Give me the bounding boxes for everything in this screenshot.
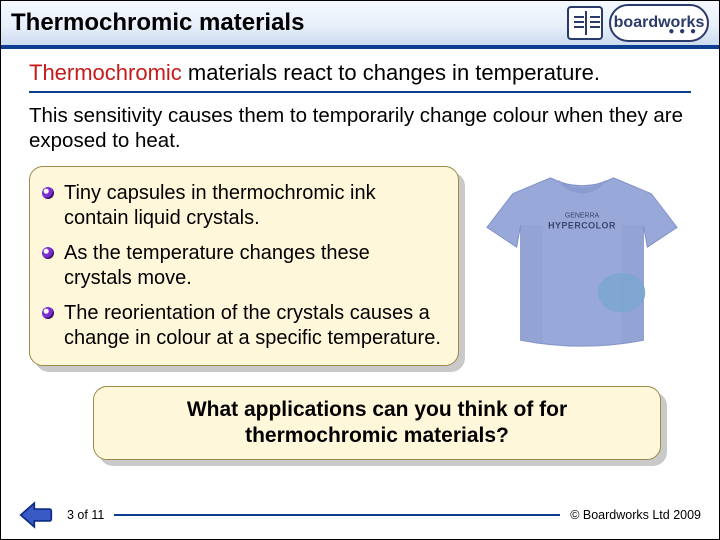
header-logos: boardworks ● ● ● (567, 4, 709, 42)
slide-content: Thermochromic materials react to changes… (1, 49, 719, 460)
tshirt-image: GENERRA HYPERCOLOR (473, 166, 691, 364)
tshirt-heat-patch (598, 273, 646, 313)
list-item: As the temperature changes these crystal… (42, 241, 442, 291)
footer-rule (114, 514, 560, 516)
lead-keyword: Thermochromic (29, 60, 182, 85)
back-arrow-button[interactable] (19, 501, 53, 529)
intro-paragraph: This sensitivity causes them to temporar… (29, 103, 691, 154)
question-panel: What applications can you think of for t… (93, 386, 661, 461)
list-item: The reorientation of the crystals causes… (42, 301, 442, 351)
bullet-text: The reorientation of the crystals causes… (64, 301, 442, 351)
copyright: © Boardworks Ltd 2009 (570, 508, 701, 522)
bullet-panel: Tiny capsules in thermochromic ink conta… (29, 166, 459, 366)
tshirt-label-2: HYPERCOLOR (548, 220, 616, 230)
bullet-icon (42, 307, 54, 319)
bullet-text: Tiny capsules in thermochromic ink conta… (64, 181, 442, 231)
bullet-icon (42, 187, 54, 199)
title-bar: Thermochromic materials boardworks ● ● ● (1, 1, 719, 49)
book-icon (567, 6, 603, 40)
list-item: Tiny capsules in thermochromic ink conta… (42, 181, 442, 231)
footer: 3 of 11 © Boardworks Ltd 2009 (1, 501, 719, 529)
bullet-text: As the temperature changes these crystal… (64, 241, 442, 291)
lead-rest: materials react to changes in temperatur… (182, 60, 600, 85)
tshirt-label-1: GENERRA (565, 212, 600, 219)
tshirt-body (487, 178, 677, 346)
question-text: What applications can you think of for t… (93, 386, 661, 461)
boardworks-logo: boardworks ● ● ● (609, 4, 709, 42)
page-indicator: 3 of 11 (67, 508, 104, 522)
bullet-icon (42, 247, 54, 259)
slide-title: Thermochromic materials (11, 9, 304, 37)
lead-sentence: Thermochromic materials react to changes… (29, 59, 691, 93)
